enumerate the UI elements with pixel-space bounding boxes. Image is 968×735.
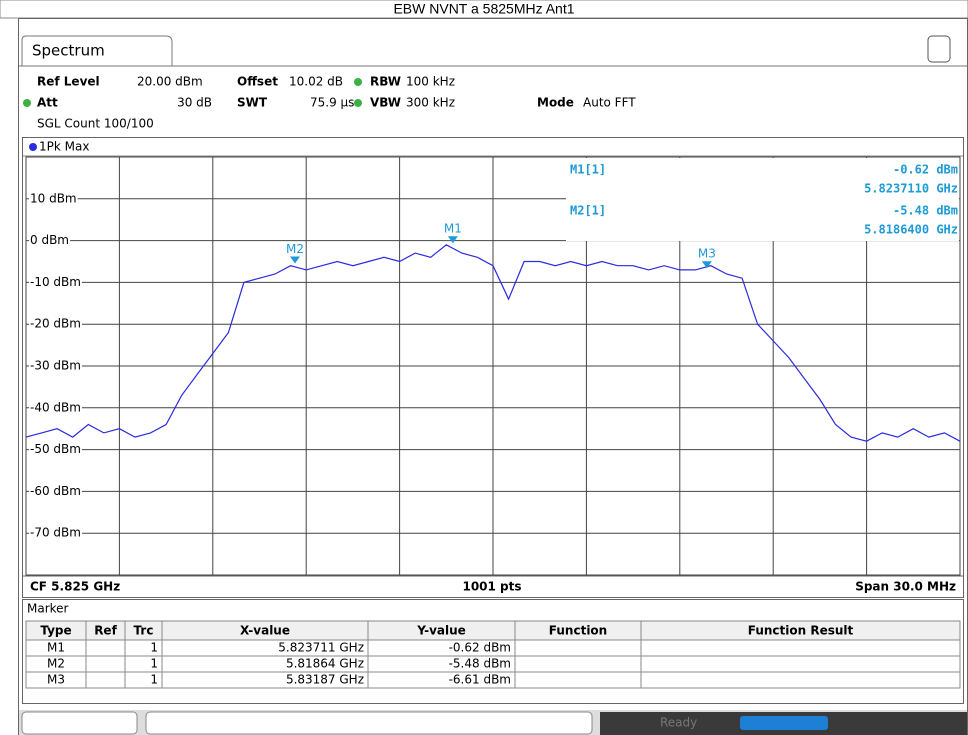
marker bbox=[701, 261, 712, 269]
tick-label-bg bbox=[29, 442, 82, 457]
readout-name: M1[1] bbox=[570, 163, 606, 177]
footer-left: CF 5.825 GHz bbox=[30, 580, 120, 594]
tick-label-bg bbox=[29, 358, 82, 373]
readout-bg bbox=[566, 158, 959, 241]
tick-label-bg bbox=[29, 316, 82, 331]
cell-x: 5.81864 GHz bbox=[286, 657, 364, 671]
value: 30 dB bbox=[177, 96, 212, 110]
y-tick-label: -10 dBm bbox=[30, 275, 81, 289]
y-tick-label: -70 dBm bbox=[30, 526, 81, 540]
cell-trc: 1 bbox=[150, 673, 158, 687]
column-header: Ref bbox=[94, 624, 117, 638]
label: Mode bbox=[537, 96, 574, 110]
tick-label-bg bbox=[29, 274, 82, 289]
marker-label: M2 bbox=[286, 242, 304, 256]
status-dot bbox=[354, 99, 362, 107]
cell-trc: 1 bbox=[150, 641, 158, 655]
column-header: Type bbox=[40, 624, 71, 638]
window-title: EBW NVNT a 5825MHz Ant1 bbox=[393, 1, 574, 17]
cell-type: M2 bbox=[47, 657, 65, 671]
marker-label: M3 bbox=[698, 247, 716, 261]
y-tick-label: -30 dBm bbox=[30, 359, 81, 373]
tab-label[interactable]: Spectrum bbox=[32, 42, 105, 60]
tick-label-bg bbox=[29, 483, 82, 498]
y-tick-label: -60 dBm bbox=[30, 484, 81, 498]
column-header: X-value bbox=[240, 624, 290, 638]
softkey[interactable] bbox=[21, 711, 138, 735]
cell-type: M1 bbox=[47, 641, 65, 655]
sgl-count: SGL Count 100/100 bbox=[37, 117, 154, 131]
input-field[interactable] bbox=[145, 711, 593, 735]
footer-center: 1001 pts bbox=[462, 580, 521, 594]
trace-label: 1Pk Max bbox=[39, 140, 89, 154]
readout-name: M2[1] bbox=[570, 204, 606, 218]
value: 20.00 dBm bbox=[137, 75, 203, 89]
footer-right: Span 30.0 MHz bbox=[855, 580, 956, 594]
tab-shape bbox=[21, 35, 173, 66]
table-row bbox=[25, 671, 961, 689]
trace-dot bbox=[29, 143, 37, 151]
tick-label-bg bbox=[29, 233, 70, 248]
marker-panel bbox=[22, 599, 964, 704]
column-header: Function Result bbox=[748, 624, 854, 638]
progress-indicator bbox=[740, 716, 828, 730]
y-tick-label: -20 dBm bbox=[30, 317, 81, 331]
value: 300 kHz bbox=[406, 96, 455, 110]
y-tick-label: 0 dBm bbox=[30, 233, 69, 247]
cell-y: -5.48 dBm bbox=[449, 657, 511, 671]
menu-icon[interactable] bbox=[927, 35, 951, 63]
status-dot bbox=[23, 99, 31, 107]
label: VBW bbox=[370, 96, 401, 110]
trace bbox=[25, 244, 961, 442]
marker-label: M1 bbox=[444, 222, 462, 236]
marker bbox=[447, 236, 458, 244]
status-dot bbox=[354, 78, 362, 86]
label: Ref Level bbox=[37, 75, 100, 89]
y-tick-label: -50 dBm bbox=[30, 442, 81, 456]
label: Att bbox=[37, 96, 58, 110]
cell-y: -6.61 dBm bbox=[449, 673, 511, 687]
cell-y: -0.62 dBm bbox=[449, 641, 511, 655]
value: 100 kHz bbox=[406, 75, 455, 89]
cell-trc: 1 bbox=[150, 657, 158, 671]
cell-type: M3 bbox=[47, 673, 65, 687]
column-header: Y-value bbox=[416, 624, 466, 638]
tick-label-bg bbox=[29, 191, 78, 206]
tick-label-bg bbox=[29, 525, 82, 540]
label: SWT bbox=[237, 96, 268, 110]
label: RBW bbox=[370, 75, 401, 89]
readout-value: -0.62 dBm bbox=[893, 163, 958, 177]
cell-x: 5.83187 GHz bbox=[286, 673, 364, 687]
column-header: Trc bbox=[134, 624, 154, 638]
tick-label-bg bbox=[29, 400, 82, 415]
y-tick-label: 10 dBm bbox=[30, 191, 77, 205]
plot: 10 dBm 0 dBm -10 dBm -20 dBm -30 dBm -40 dBm -… bbox=[25, 156, 961, 576]
readout-freq: 5.8186400 GHz bbox=[864, 223, 958, 237]
readout-value: -5.48 dBm bbox=[893, 204, 958, 218]
column-header: Function bbox=[549, 624, 607, 638]
readout-freq: 5.8237110 GHz bbox=[864, 182, 958, 196]
y-tick-label: -40 dBm bbox=[30, 400, 81, 414]
marker-title: Marker bbox=[27, 602, 69, 616]
value: Auto FFT bbox=[583, 96, 636, 110]
status-text: Ready bbox=[660, 716, 697, 730]
marker-table: Type Ref Trc X-value Y-value Function Function… bbox=[25, 620, 961, 689]
value: 75.9 µs bbox=[310, 96, 354, 110]
cell-x: 5.823711 GHz bbox=[278, 641, 364, 655]
label: Offset bbox=[237, 75, 278, 89]
value: 10.02 dB bbox=[289, 75, 343, 89]
marker bbox=[289, 256, 300, 264]
